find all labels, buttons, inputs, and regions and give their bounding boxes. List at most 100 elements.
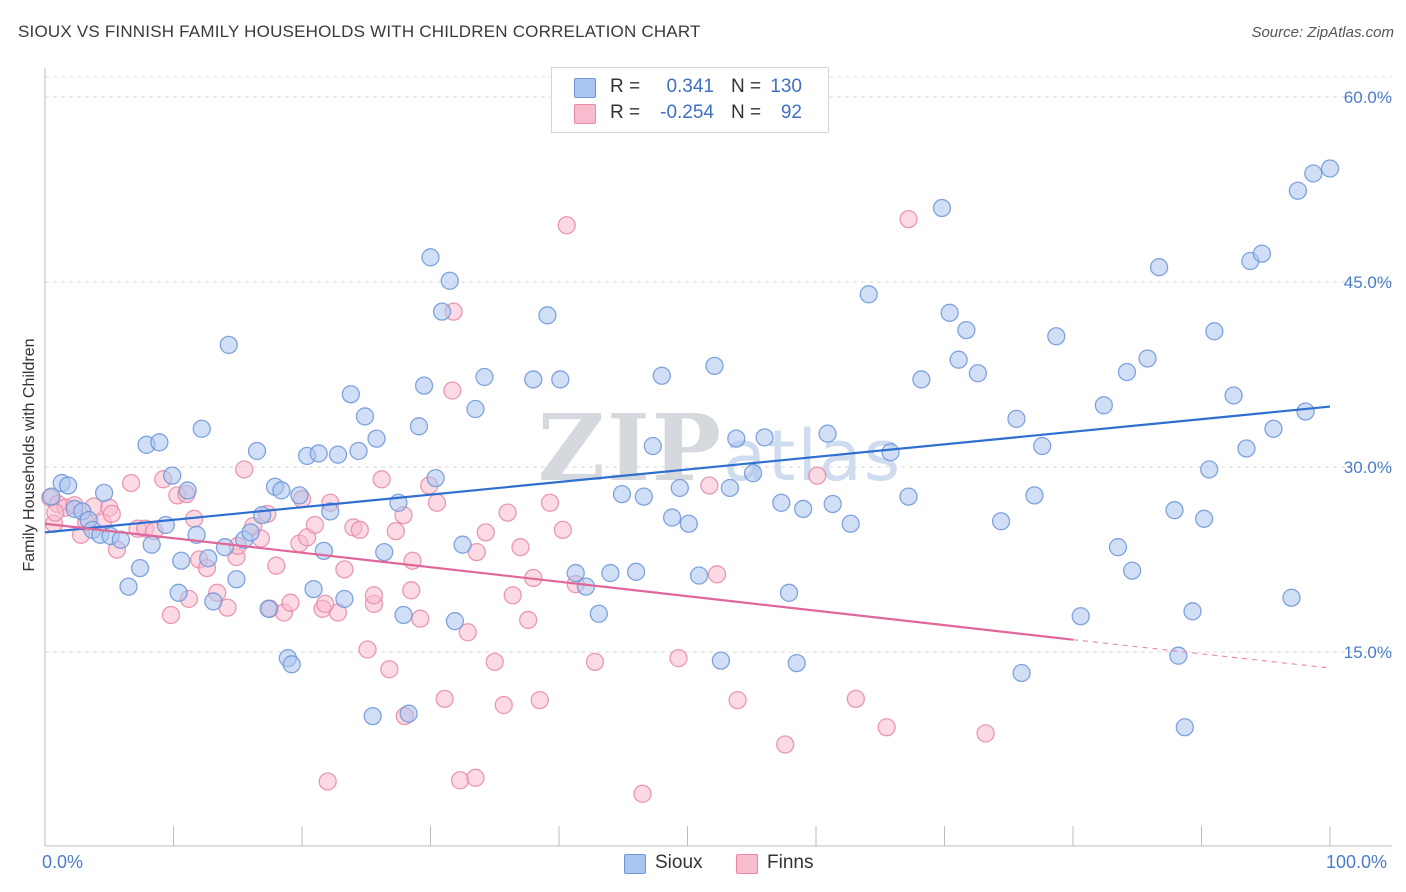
sioux-point <box>727 429 746 448</box>
sioux-point <box>538 306 557 325</box>
finns-point <box>503 586 522 605</box>
finns-point <box>335 560 354 579</box>
sioux-point <box>304 579 323 599</box>
sioux-point <box>399 704 418 723</box>
finns-point <box>411 609 430 628</box>
sioux-point <box>426 468 445 488</box>
sioux-point <box>1025 486 1044 505</box>
sioux-point <box>711 651 731 670</box>
sioux-point <box>355 407 375 426</box>
finns-point <box>846 689 865 709</box>
legend-r-value: 0.341 <box>666 76 714 97</box>
sioux-swatch <box>574 78 596 98</box>
y-tick-label: 45.0% <box>1344 273 1392 292</box>
sioux-point <box>705 356 724 376</box>
finns-point <box>427 493 447 512</box>
sioux-point <box>42 487 61 506</box>
finns-point <box>305 515 325 535</box>
sioux-trend-line <box>44 405 1331 534</box>
sioux-point <box>192 419 211 438</box>
y-tick-labels: 15.0% 30.0% 45.0% 60.0% <box>1344 88 1392 662</box>
sioux-point <box>589 604 608 623</box>
sioux-point <box>932 198 952 218</box>
sioux-point <box>991 512 1011 531</box>
sioux-point <box>634 487 653 506</box>
sioux-point <box>643 436 662 456</box>
sioux-point <box>432 302 452 321</box>
sioux-point <box>475 367 494 387</box>
sioux-point <box>1122 561 1142 580</box>
sioux-point <box>1094 396 1113 415</box>
sioux-point <box>1320 159 1340 178</box>
sioux-point <box>1071 607 1090 626</box>
sioux-point <box>215 538 235 557</box>
source-note: Source: ZipAtlas.com <box>1251 24 1394 41</box>
finns-point <box>450 771 470 790</box>
finns-point <box>364 586 384 605</box>
sioux-point <box>445 612 465 631</box>
finns-point <box>530 690 549 710</box>
sioux-point <box>859 285 878 304</box>
sioux-point <box>755 428 774 447</box>
sioux-point <box>1288 181 1308 200</box>
watermark-atlas: atlas <box>723 415 902 497</box>
sioux-point <box>1117 362 1137 382</box>
finns-point <box>402 581 421 600</box>
sioux-point <box>1149 258 1169 277</box>
sioux-legend-label: Sioux <box>655 852 703 873</box>
sioux-point <box>957 320 976 340</box>
sioux-point <box>566 563 585 583</box>
finns-point <box>557 216 576 235</box>
sioux-point <box>601 563 620 583</box>
finns-point <box>386 521 405 541</box>
sioux-point <box>1252 244 1272 263</box>
sioux-point <box>199 549 218 568</box>
finns-point <box>315 594 335 614</box>
correlation-legend: R = 0.341 N = 130 R = -0.254 N = 92 <box>551 67 829 133</box>
sioux-point <box>1200 460 1219 479</box>
finns-point <box>476 523 495 542</box>
sioux-point <box>968 364 988 383</box>
sioux-point <box>720 478 740 498</box>
sioux-point <box>772 493 791 512</box>
sioux-point <box>187 525 206 544</box>
sioux-legend-swatch <box>624 854 646 874</box>
sioux-point <box>1296 402 1315 421</box>
sioux-point <box>679 514 698 533</box>
axes <box>44 68 1392 847</box>
sioux-point <box>178 481 197 500</box>
finns-point <box>511 538 530 557</box>
sioux-point <box>524 370 543 389</box>
sioux-point <box>576 577 596 596</box>
sioux-point <box>253 505 272 525</box>
finns-point <box>467 542 486 562</box>
sioux-point <box>349 441 368 461</box>
sioux-point <box>247 441 267 461</box>
sioux-point <box>899 487 918 506</box>
sioux-point <box>626 562 646 581</box>
sioux-point <box>440 271 459 290</box>
legend-n-label: N = <box>731 102 762 123</box>
finns-point <box>707 565 727 584</box>
sioux-point <box>363 706 382 726</box>
sioux-point <box>241 523 260 542</box>
sioux-point <box>612 484 632 504</box>
watermark-zip: ZIP <box>538 394 723 502</box>
sioux-point <box>1138 349 1157 368</box>
finns-point <box>776 735 795 754</box>
sioux-point <box>1282 588 1301 607</box>
finns-swatch <box>574 104 596 124</box>
sioux-point <box>309 444 328 463</box>
sioux-point <box>142 535 161 554</box>
sioux-point <box>453 535 472 554</box>
y-tick-label: 15.0% <box>1344 643 1392 662</box>
x-tick-max: 100.0% <box>1326 852 1388 872</box>
sioux-point <box>163 466 182 485</box>
sioux-point <box>1224 386 1243 405</box>
legend-n-label: N = <box>731 76 762 97</box>
sioux-point <box>841 514 860 533</box>
finns-point <box>358 640 377 659</box>
sioux-point <box>414 376 434 395</box>
sioux-point <box>1169 646 1188 665</box>
finns-trend-extension <box>1072 639 1331 669</box>
